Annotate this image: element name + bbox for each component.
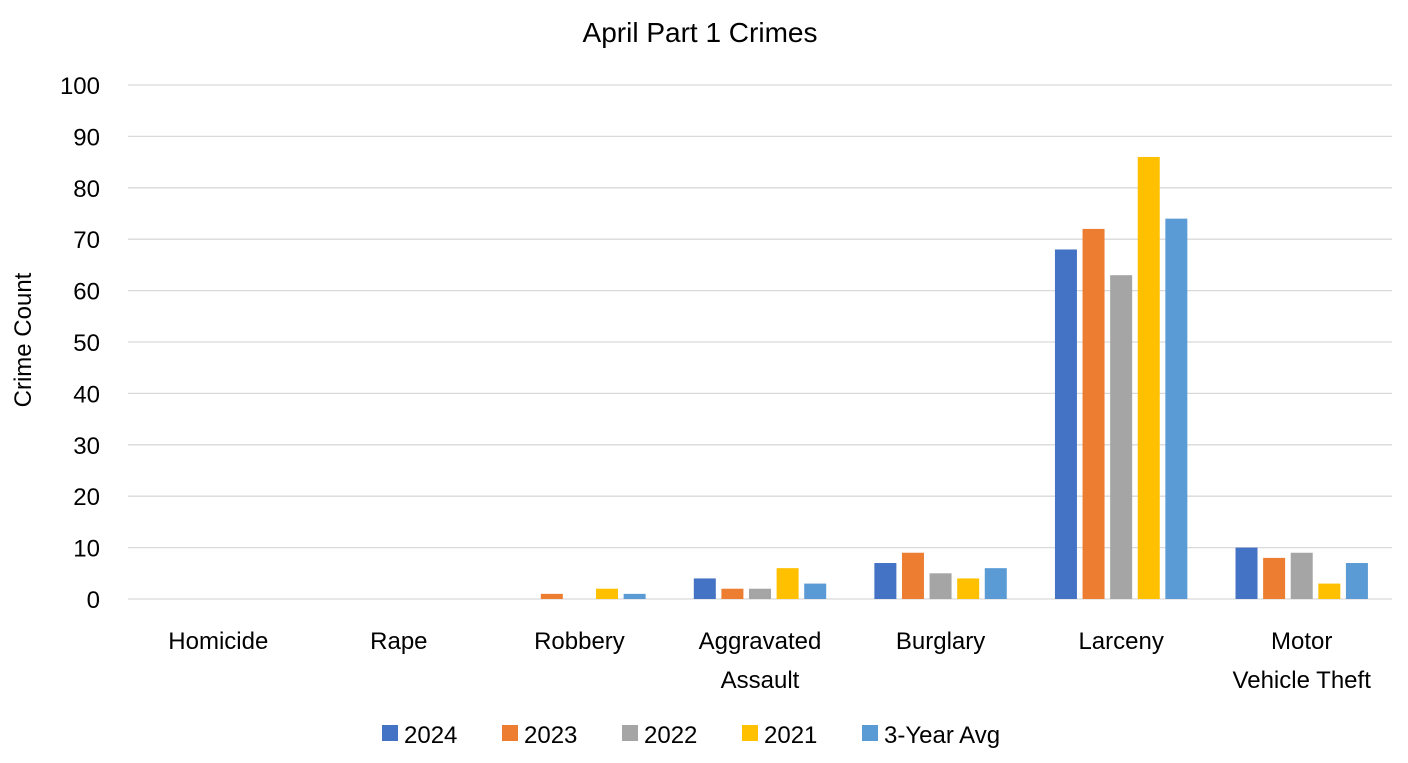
bar-2023-robbery [540, 593, 563, 599]
y-tick-label: 40 [73, 381, 100, 408]
bar-3-year-avg-larceny [1165, 218, 1188, 599]
y-tick-label: 90 [73, 124, 100, 151]
bar-2024-aggravated-assault [693, 578, 716, 599]
bar-2021-burglary [957, 578, 980, 599]
legend-label: 2023 [524, 722, 577, 749]
x-tick-label-line: Vehicle Theft [1233, 667, 1372, 694]
legend-swatch [622, 725, 638, 741]
x-tick-label-line: Motor [1271, 628, 1332, 655]
y-tick-label: 80 [73, 176, 100, 203]
legend-label: 2022 [644, 722, 697, 749]
bar-2024-motor-vehicle-theft [1235, 547, 1258, 599]
bar-2021-larceny [1137, 156, 1160, 599]
bar-2022-motor-vehicle-theft [1290, 552, 1313, 599]
y-tick-label: 10 [73, 536, 100, 563]
bar-3-year-avg-robbery [623, 593, 646, 599]
y-tick-label: 20 [73, 484, 100, 511]
bars [540, 156, 1368, 600]
bar-2022-larceny [1110, 275, 1133, 599]
y-axis-label: Crime Count [10, 272, 37, 407]
legend-label: 2024 [404, 722, 457, 749]
x-tick-label: Aggravated Assault [699, 628, 822, 694]
x-tick-label: Homicide [168, 628, 268, 655]
legend-label: 3-Year Avg [884, 722, 1000, 749]
bar-2024-larceny [1054, 249, 1077, 600]
gridlines [128, 84, 1392, 600]
y-tick-label: 30 [73, 433, 100, 460]
bar-2023-motor-vehicle-theft [1263, 557, 1286, 599]
y-tick-label: 100 [60, 73, 100, 100]
bar-2021-aggravated-assault [776, 568, 799, 599]
bar-2023-aggravated-assault [721, 588, 744, 599]
x-tick-label-line: Homicide [168, 628, 268, 655]
bar-2022-aggravated-assault [749, 588, 771, 599]
y-tick-label: 60 [73, 279, 100, 306]
legend-label: 2021 [764, 722, 817, 749]
x-tick-label-line: Burglary [896, 628, 985, 655]
y-tick-label: 70 [73, 227, 100, 254]
y-tick-labels: 0 10 20 30 40 50 60 70 80 90 100 [60, 73, 100, 614]
y-tick-label: 50 [73, 330, 100, 357]
x-tick-labels: Homicide Rape Robbery Aggravated Assault Burg… [168, 628, 1371, 694]
legend-swatch [742, 725, 758, 741]
x-tick-label-line: Robbery [534, 628, 625, 655]
x-tick-label-line: Assault [721, 667, 800, 694]
x-tick-label-line: Larceny [1078, 628, 1163, 655]
legend-swatch [502, 725, 518, 741]
bar-3-year-avg-aggravated-assault [804, 583, 827, 599]
bar-2024-burglary [874, 563, 897, 599]
legend-swatch [382, 725, 398, 741]
x-tick-label: Burglary [896, 628, 985, 655]
x-tick-label: Larceny [1078, 628, 1163, 655]
x-tick-label: Rape [370, 628, 427, 655]
bar-2021-robbery [596, 588, 619, 599]
chart-title: April Part 1 Crimes [583, 17, 818, 48]
legend: 2024 2023 2022 2021 3-Year Avg [382, 722, 1000, 749]
legend-swatch [862, 725, 878, 741]
bar-2023-burglary [901, 552, 924, 599]
x-tick-label: Motor Vehicle Theft [1233, 628, 1372, 694]
bar-3-year-avg-motor-vehicle-theft [1345, 563, 1368, 599]
bar-2021-motor-vehicle-theft [1318, 583, 1341, 599]
y-tick-label: 0 [87, 587, 100, 614]
x-tick-label: Robbery [534, 628, 625, 655]
bar-2023-larceny [1082, 228, 1105, 600]
x-tick-label-line: Rape [370, 628, 427, 655]
bar-3-year-avg-burglary [984, 568, 1007, 599]
x-tick-label-line: Aggravated [699, 628, 822, 655]
bar-2022-burglary [929, 573, 952, 599]
